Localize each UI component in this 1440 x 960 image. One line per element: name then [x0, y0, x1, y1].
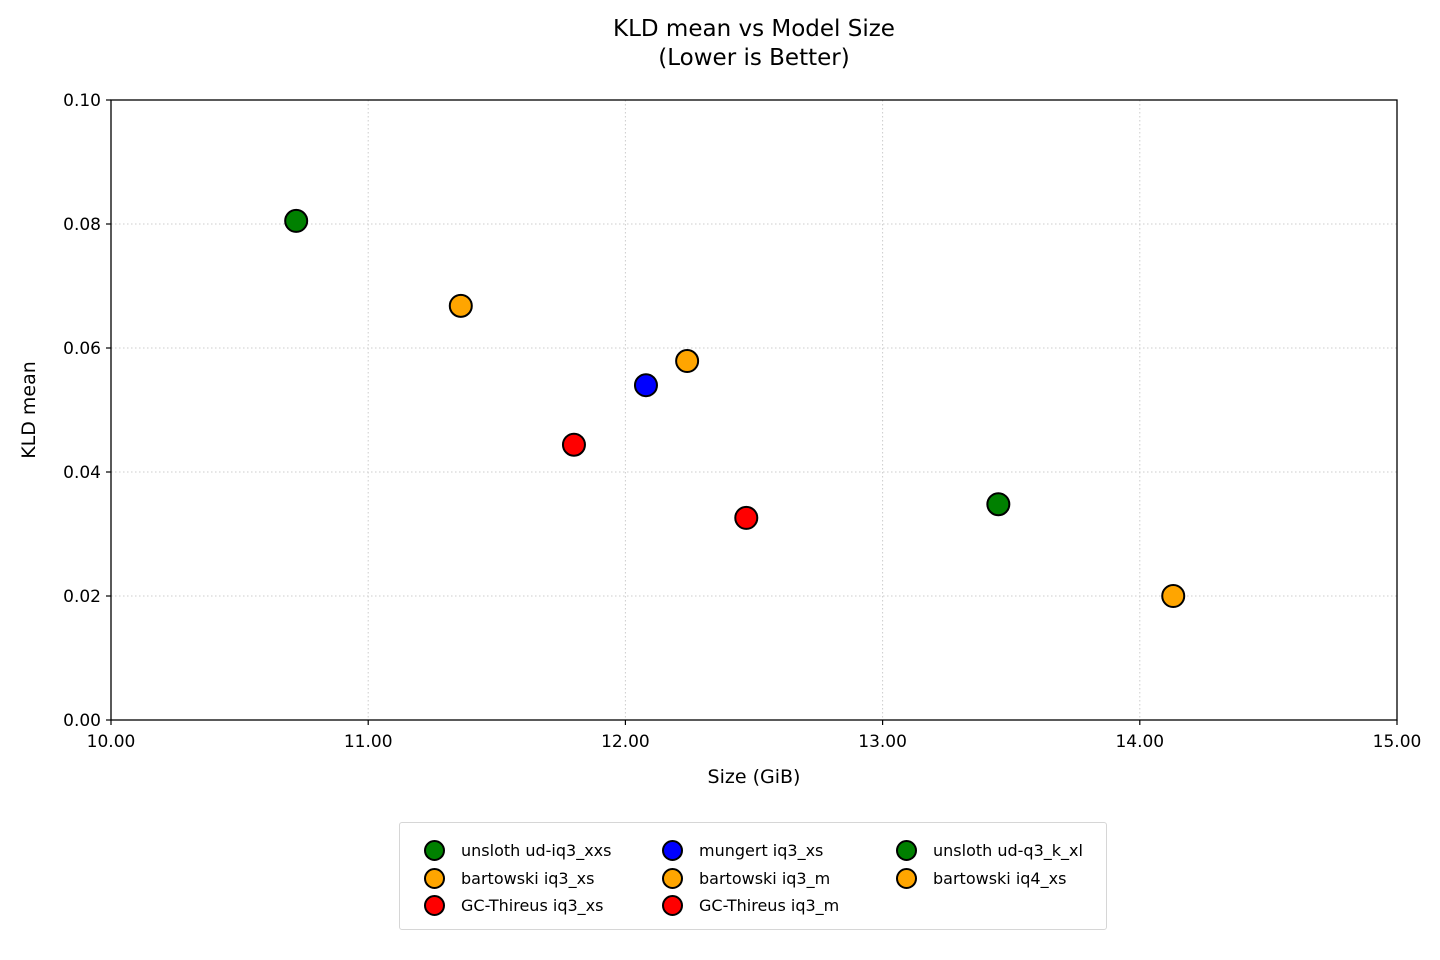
y-tick-label: 0.06 [63, 339, 101, 359]
legend-item: GC-Thireus iq3_xs [424, 892, 611, 920]
legend-item: unsloth ud-iq3_xxs [424, 837, 611, 865]
legend-marker-icon [896, 840, 917, 862]
data-point [284, 208, 309, 233]
y-tick-label: 0.02 [63, 587, 101, 607]
legend-column-1: unsloth ud-iq3_xxs bartowski iq3_xs GC-Thi… [424, 837, 611, 920]
x-tick-label: 15.00 [1373, 732, 1422, 752]
legend-item: unsloth ud-q3_k_xl [896, 837, 1083, 865]
y-axis-label: KLD mean [18, 361, 40, 459]
x-tick-label: 13.00 [858, 732, 907, 752]
chart-subtitle: (Lower is Better) [658, 45, 849, 71]
legend-item: bartowski iq4_xs [896, 865, 1083, 893]
legend-label: bartowski iq3_m [699, 868, 831, 888]
x-tick-label: 14.00 [1115, 732, 1164, 752]
x-axis-label: Size (GiB) [708, 766, 801, 788]
legend-marker-icon [662, 895, 683, 917]
y-tick-label: 0.00 [63, 711, 101, 731]
y-tick-label: 0.10 [63, 91, 101, 111]
data-point [448, 293, 473, 318]
grid-lines [111, 100, 1397, 720]
data-point [561, 432, 586, 457]
chart-title: KLD mean vs Model Size [613, 16, 895, 42]
legend-label: bartowski iq3_xs [461, 868, 595, 888]
y-tick-label: 0.04 [63, 463, 101, 483]
legend-column-2: mungert iq3_xs bartowski iq3_m GC-Thireus … [662, 837, 839, 920]
legend-label: mungert iq3_xs [699, 841, 824, 861]
data-point [675, 349, 700, 374]
legend-item: mungert iq3_xs [662, 837, 839, 865]
axis-ticks: 10.00 11.00 12.00 13.00 14.00 15.00 0.00 0.02 0.… [63, 91, 1421, 752]
data-point [734, 505, 759, 530]
legend-marker-icon [896, 867, 917, 889]
legend-marker-icon [424, 867, 445, 889]
legend-item: bartowski iq3_m [662, 865, 839, 893]
legend-item: bartowski iq3_xs [424, 865, 611, 893]
x-tick-label: 11.00 [344, 732, 393, 752]
data-point [986, 492, 1011, 517]
legend-column-3: unsloth ud-q3_k_xl bartowski iq4_xs [896, 837, 1083, 892]
legend-marker-icon [424, 840, 445, 862]
legend-marker-icon [424, 895, 445, 917]
plot-frame [110, 99, 1398, 721]
data-points [284, 208, 1186, 608]
x-tick-label: 12.00 [601, 732, 650, 752]
data-point [1161, 584, 1186, 608]
legend-item: GC-Thireus iq3_m [662, 892, 839, 920]
legend-label: bartowski iq4_xs [933, 868, 1067, 888]
x-tick-label: 10.00 [87, 732, 136, 752]
data-point [633, 373, 658, 398]
legend-marker-icon [662, 840, 683, 862]
legend-label: GC-Thireus iq3_m [699, 896, 840, 916]
legend: unsloth ud-iq3_xxs bartowski iq3_xs GC-Thi… [399, 822, 1107, 930]
legend-label: unsloth ud-q3_k_xl [933, 841, 1083, 861]
legend-label: GC-Thireus iq3_xs [461, 896, 604, 916]
legend-label: unsloth ud-iq3_xxs [461, 841, 612, 861]
legend-marker-icon [662, 867, 683, 889]
y-tick-label: 0.08 [63, 215, 101, 235]
